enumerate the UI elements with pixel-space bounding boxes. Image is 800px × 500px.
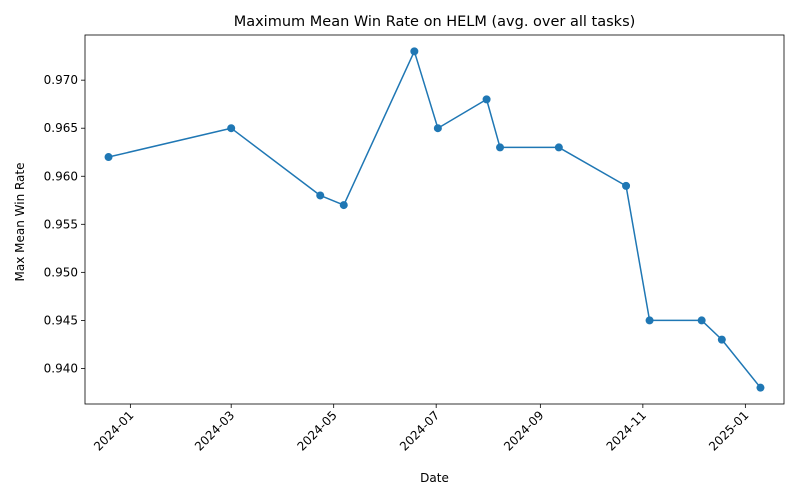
x-axis-label: Date <box>420 471 449 485</box>
y-tick-label: 0.970 <box>44 73 78 87</box>
y-tick-label: 0.955 <box>44 217 78 231</box>
y-axis-label: Max Mean Win Rate <box>13 162 27 281</box>
data-point <box>316 191 325 200</box>
x-tick-label: 2025-01 <box>706 408 751 453</box>
x-tick-label: 2024-03 <box>192 408 237 453</box>
data-point <box>433 124 442 133</box>
series-line <box>108 50 762 389</box>
data-point <box>482 95 491 104</box>
x-tick-label: 2024-07 <box>397 408 442 453</box>
data-point <box>227 124 236 133</box>
axes-frame <box>84 34 785 405</box>
data-point <box>339 201 348 210</box>
x-tick-label: 2024-05 <box>294 408 339 453</box>
y-tick-label: 0.945 <box>44 313 78 327</box>
data-point <box>645 316 654 325</box>
data-point <box>756 383 765 392</box>
y-tick-label: 0.940 <box>44 361 78 375</box>
y-tick-label: 0.960 <box>44 169 78 183</box>
x-tick-label: 2024-09 <box>501 408 546 453</box>
chart-title: Maximum Mean Win Rate on HELM (avg. over… <box>234 14 636 30</box>
data-point <box>496 143 505 152</box>
y-tick-label: 0.950 <box>44 265 78 279</box>
data-point <box>104 153 113 162</box>
data-point <box>622 181 631 190</box>
plot-area: 0.940 0.945 0.950 0.955 0.960 0.965 0.970 2024-… <box>44 34 785 454</box>
x-tick-label: 2024-11 <box>604 408 649 453</box>
data-point <box>717 335 726 344</box>
data-point <box>554 143 563 152</box>
x-tick-label: 2024-01 <box>91 408 136 453</box>
data-point <box>697 316 706 325</box>
data-point <box>410 47 419 56</box>
y-tick-label: 0.965 <box>44 121 78 135</box>
